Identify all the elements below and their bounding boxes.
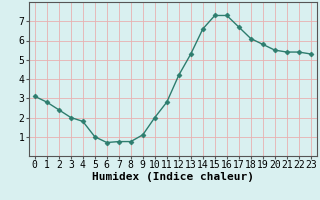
X-axis label: Humidex (Indice chaleur): Humidex (Indice chaleur): [92, 172, 254, 182]
